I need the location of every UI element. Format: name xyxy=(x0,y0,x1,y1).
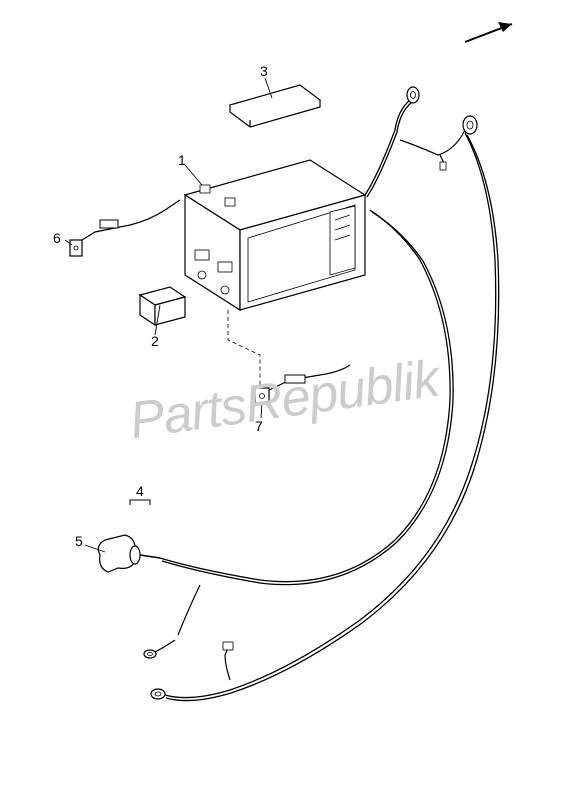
part-6-terminal xyxy=(70,200,180,256)
callout-2: 2 xyxy=(151,333,159,349)
callout-4: 4 xyxy=(136,483,144,499)
part-1-battery xyxy=(185,160,365,310)
direction-arrow xyxy=(465,22,512,42)
part-5-boot xyxy=(98,535,160,572)
cable-right xyxy=(365,87,477,197)
callout-7: 7 xyxy=(255,418,263,434)
callout-5: 5 xyxy=(75,533,83,549)
part-3-pad xyxy=(230,85,320,127)
part-2-relay xyxy=(140,287,185,325)
parts-diagram xyxy=(0,0,567,800)
callout-3: 3 xyxy=(260,63,268,79)
callout-1: 1 xyxy=(178,152,186,168)
callout-6: 6 xyxy=(53,230,61,246)
part-7-terminal xyxy=(255,365,350,404)
